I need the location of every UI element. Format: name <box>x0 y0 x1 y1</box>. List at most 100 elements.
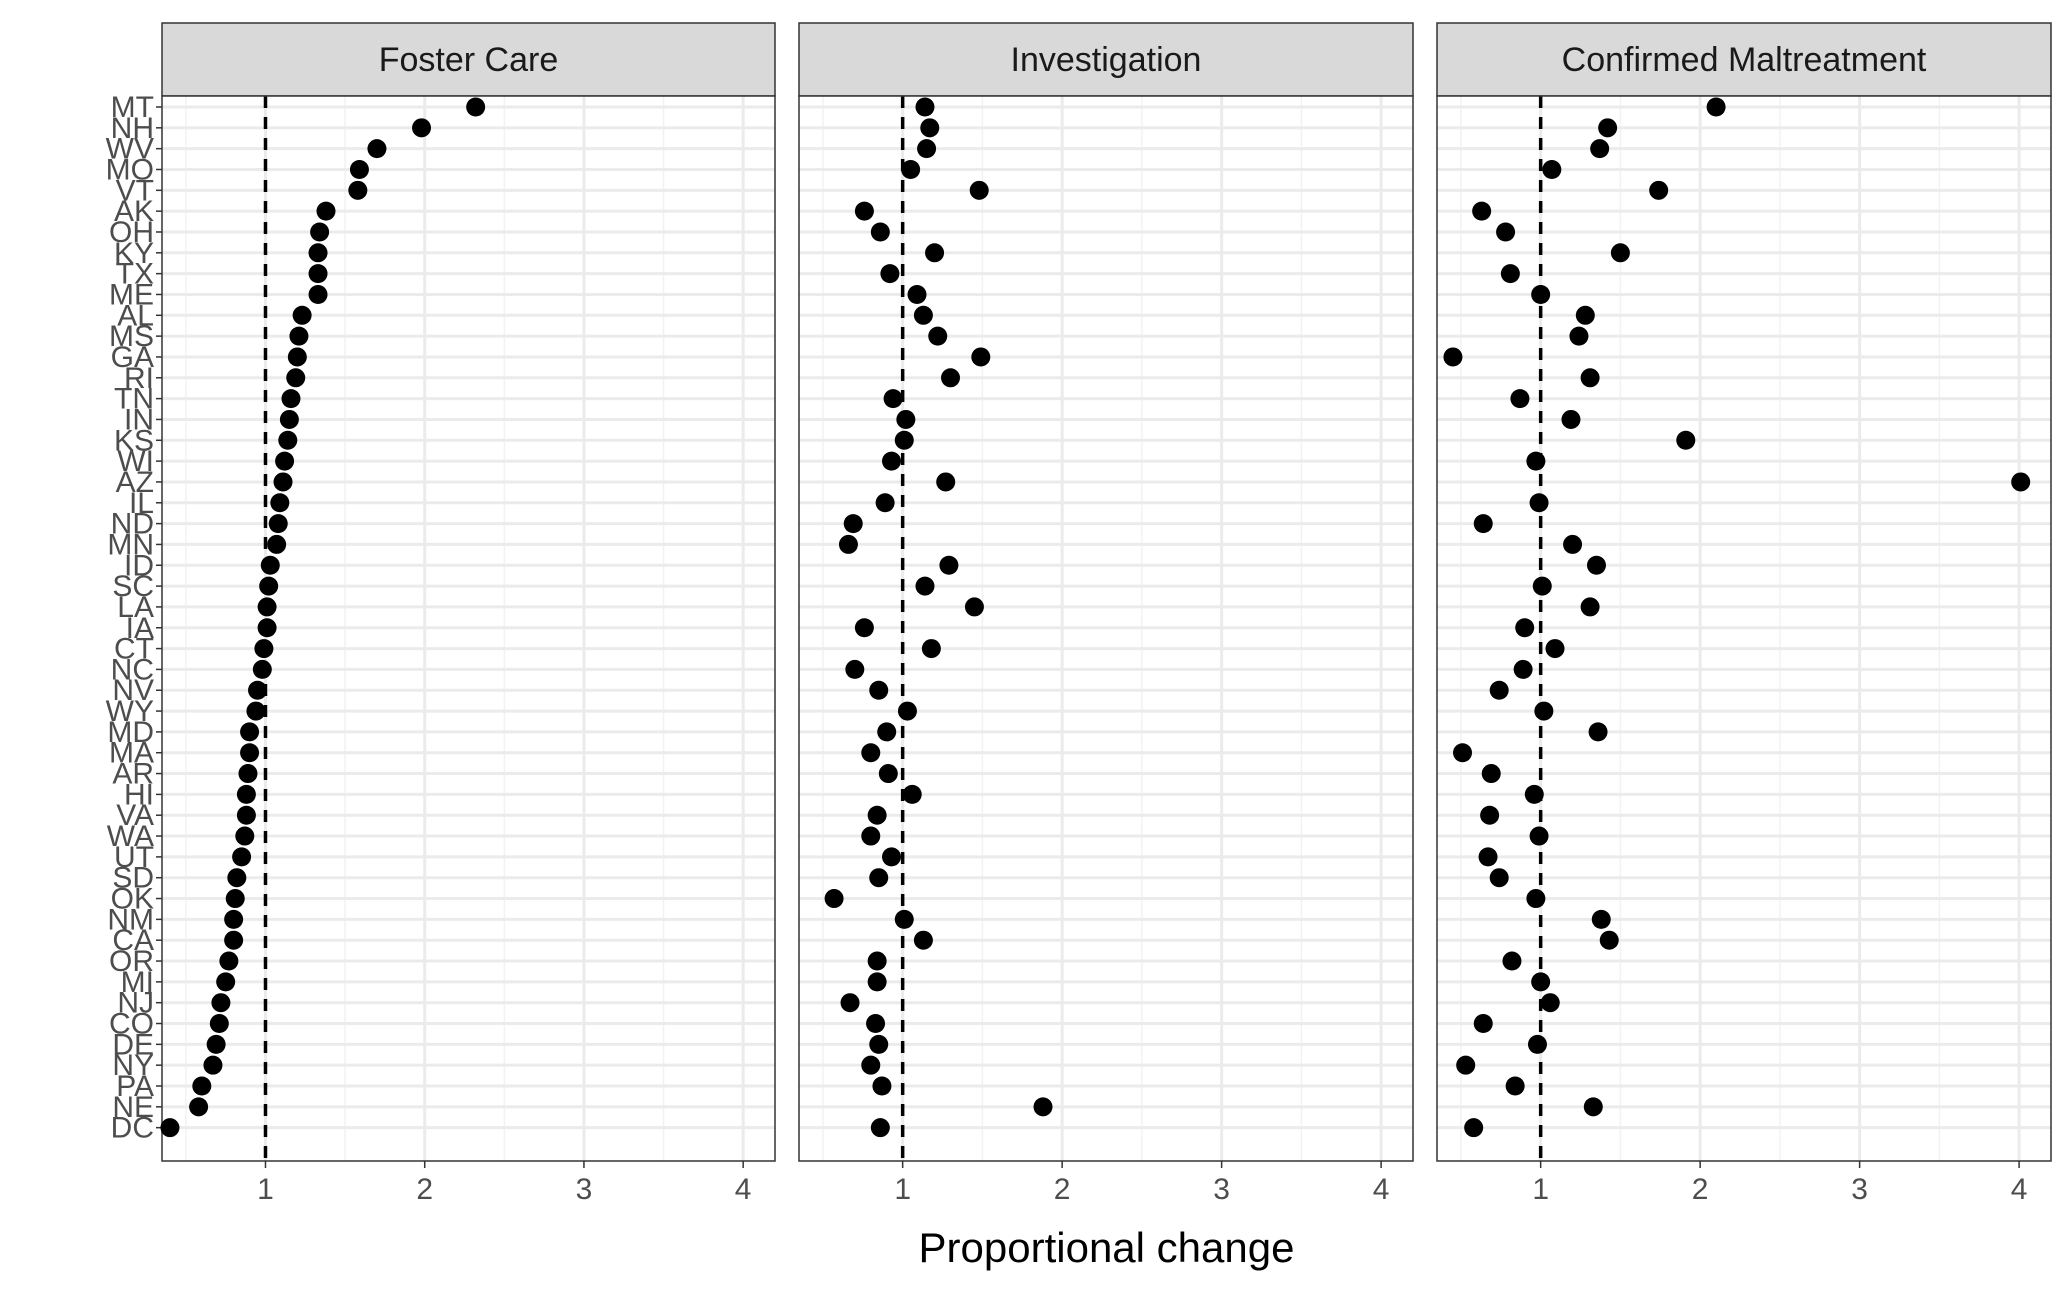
y-tick-label-in: IN <box>124 403 154 436</box>
x-tick-label: 1 <box>257 1173 274 1206</box>
data-point-investigation-co <box>866 1014 886 1034</box>
data-point-confirmed-maltreatment-ct <box>1545 639 1565 659</box>
data-point-investigation-md <box>877 722 897 742</box>
data-point-investigation-ma <box>861 743 881 763</box>
y-tick-label-ia: IA <box>126 612 154 645</box>
x-tick-label: 3 <box>576 1173 593 1206</box>
data-point-foster-care-sd <box>227 868 247 888</box>
data-point-confirmed-maltreatment-id <box>1586 555 1606 575</box>
y-tick-label-co: CO <box>109 1008 154 1041</box>
data-point-confirmed-maltreatment-ga <box>1443 347 1463 367</box>
panel-border-foster-care <box>161 95 776 1162</box>
y-tick-label-hi: HI <box>124 778 154 811</box>
data-point-investigation-ct <box>921 639 941 659</box>
y-tick-label-al: AL <box>117 299 154 332</box>
data-point-confirmed-maltreatment-co <box>1473 1014 1493 1034</box>
data-point-foster-care-ks <box>278 430 298 450</box>
data-point-investigation-id <box>939 555 959 575</box>
data-point-confirmed-maltreatment-sd <box>1489 868 1509 888</box>
x-tick-label: 2 <box>1692 1173 1709 1206</box>
x-tick-label: 2 <box>416 1173 433 1206</box>
data-point-investigation-me <box>907 284 927 304</box>
data-point-investigation-nh <box>920 118 940 138</box>
data-point-investigation-va <box>867 805 887 825</box>
y-tick-label-ga: GA <box>111 341 154 374</box>
data-point-foster-care-ri <box>286 368 306 388</box>
data-point-investigation-mn <box>838 534 858 554</box>
y-tick-label-ok: OK <box>111 883 154 916</box>
data-point-foster-care-nd <box>268 514 288 534</box>
data-point-confirmed-maltreatment-hi <box>1524 784 1544 804</box>
data-point-confirmed-maltreatment-me <box>1531 284 1551 304</box>
data-point-foster-care-ms <box>289 326 309 346</box>
y-tick-label-wa: WA <box>107 820 154 853</box>
data-point-foster-care-ma <box>240 743 260 763</box>
x-tick-label: 4 <box>2011 1173 2028 1206</box>
facet-strip-foster-care <box>161 22 776 97</box>
data-point-confirmed-maltreatment-nm <box>1591 909 1611 929</box>
data-point-foster-care-nc <box>252 659 272 679</box>
data-point-investigation-nm <box>894 909 914 929</box>
data-point-investigation-ga <box>971 347 991 367</box>
data-point-investigation-il <box>875 493 895 513</box>
y-tick-label-mt: MT <box>111 91 154 124</box>
data-point-investigation-nd <box>843 514 863 534</box>
y-tick-label-nh: NH <box>111 112 154 145</box>
data-point-investigation-wa <box>861 826 881 846</box>
data-point-foster-care-nm <box>224 909 244 929</box>
y-tick-label-nd: ND <box>111 508 154 541</box>
data-point-confirmed-maltreatment-in <box>1561 409 1581 429</box>
y-tick-label-ms: MS <box>109 320 154 353</box>
data-point-foster-care-in <box>279 409 299 429</box>
data-point-foster-care-oh <box>310 222 330 242</box>
data-point-foster-care-ky <box>308 243 328 263</box>
y-tick-label-il: IL <box>129 487 154 520</box>
data-point-foster-care-mi <box>216 972 236 992</box>
data-point-confirmed-maltreatment-de <box>1527 1034 1547 1054</box>
data-point-investigation-ne <box>1033 1097 1053 1117</box>
y-tick-label-mo: MO <box>106 153 154 186</box>
data-point-confirmed-maltreatment-vt <box>1649 180 1669 200</box>
data-point-investigation-mo <box>901 159 921 179</box>
y-tick-label-tx: TX <box>116 258 154 291</box>
facet-title-foster-care: Foster Care <box>379 41 559 79</box>
y-tick-label-ar: AR <box>112 758 154 791</box>
data-point-foster-care-ia <box>257 618 277 638</box>
data-point-foster-care-mn <box>267 534 287 554</box>
x-tick-label: 3 <box>1213 1173 1230 1206</box>
panel-border-confirmed-maltreatment <box>1436 95 2052 1162</box>
data-point-investigation-ar <box>878 764 898 784</box>
data-point-confirmed-maltreatment-la <box>1580 597 1600 617</box>
data-point-foster-care-vt <box>348 180 368 200</box>
y-tick-label-me: ME <box>109 278 154 311</box>
y-tick-label-md: MD <box>107 716 154 749</box>
data-point-confirmed-maltreatment-pa <box>1505 1076 1525 1096</box>
data-point-confirmed-maltreatment-mn <box>1563 534 1583 554</box>
data-point-foster-care-il <box>270 493 290 513</box>
y-tick-label-id: ID <box>124 549 154 582</box>
y-tick-label-nm: NM <box>107 903 154 936</box>
y-tick-label-la: LA <box>117 591 154 624</box>
y-tick-label-mn: MN <box>107 528 154 561</box>
data-point-foster-care-la <box>257 597 277 617</box>
data-point-confirmed-maltreatment-ne <box>1583 1097 1603 1117</box>
data-point-confirmed-maltreatment-ny <box>1456 1055 1476 1075</box>
data-point-confirmed-maltreatment-ca <box>1599 930 1619 950</box>
data-point-confirmed-maltreatment-ar <box>1481 764 1501 784</box>
data-point-confirmed-maltreatment-wv <box>1590 139 1610 159</box>
y-tick-label-or: OR <box>109 945 154 978</box>
data-point-foster-care-de <box>206 1034 226 1054</box>
y-tick-label-sd: SD <box>112 862 154 895</box>
data-point-investigation-dc <box>870 1118 890 1138</box>
y-tick-label-az: AZ <box>116 466 154 499</box>
data-point-foster-care-nh <box>412 118 432 138</box>
data-point-foster-care-ar <box>238 764 258 784</box>
y-tick-label-ny: NY <box>112 1049 154 1082</box>
data-point-investigation-oh <box>870 222 890 242</box>
data-point-investigation-nc <box>845 659 865 679</box>
data-point-investigation-ks <box>894 430 914 450</box>
data-point-investigation-ok <box>824 889 844 909</box>
data-point-investigation-ri <box>941 368 961 388</box>
data-point-foster-care-mo <box>349 159 369 179</box>
data-point-investigation-ia <box>854 618 874 638</box>
